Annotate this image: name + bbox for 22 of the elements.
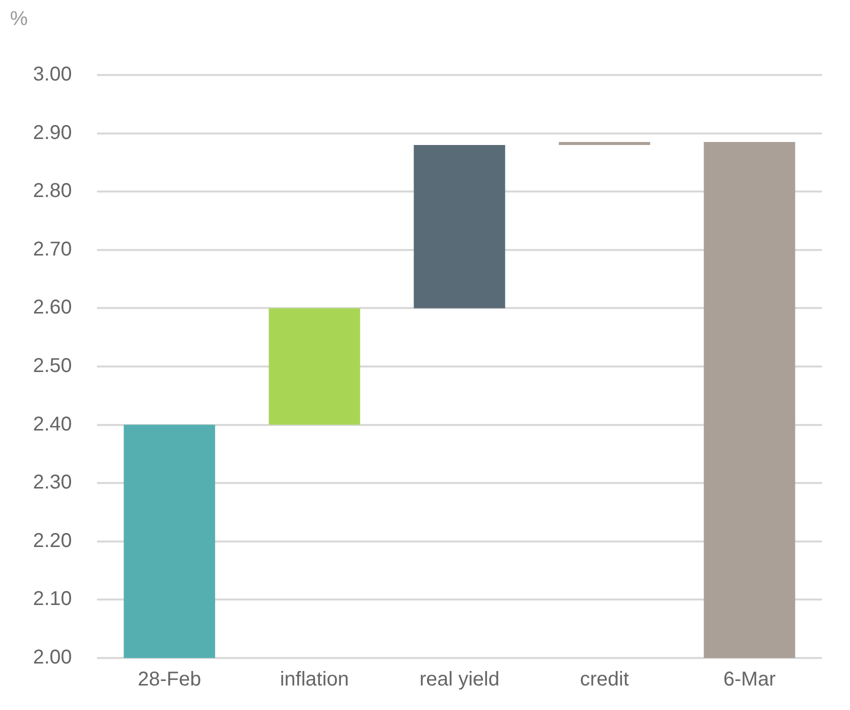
x-tick-label: 28-Feb [138, 668, 202, 691]
y-tick-label: 3.00 [32, 64, 72, 86]
y-tick-label: 2.80 [32, 180, 72, 202]
x-tick-label: inflation [280, 668, 349, 691]
y-tick-label: 2.20 [32, 530, 72, 552]
bar [268, 308, 360, 425]
bar [704, 142, 796, 658]
x-tick-label: credit [580, 668, 630, 691]
y-tick-label: 2.90 [32, 122, 72, 144]
y-axis-title: % [10, 8, 28, 31]
y-tick-label: 2.10 [32, 588, 72, 610]
y-tick-label: 2.40 [32, 413, 72, 436]
y-tick-label: 2.70 [32, 238, 72, 260]
y-tick-label: 2.60 [32, 296, 72, 319]
bar [414, 144, 506, 308]
bar [558, 142, 650, 145]
y-tick-label: 2.30 [32, 472, 72, 494]
x-tick-label: 6-Mar [723, 668, 776, 691]
y-tick-label: 2.50 [32, 355, 72, 378]
y-tick-label: 2.00 [32, 646, 72, 669]
x-tick-label: real yield [419, 668, 500, 691]
bar [124, 424, 216, 658]
